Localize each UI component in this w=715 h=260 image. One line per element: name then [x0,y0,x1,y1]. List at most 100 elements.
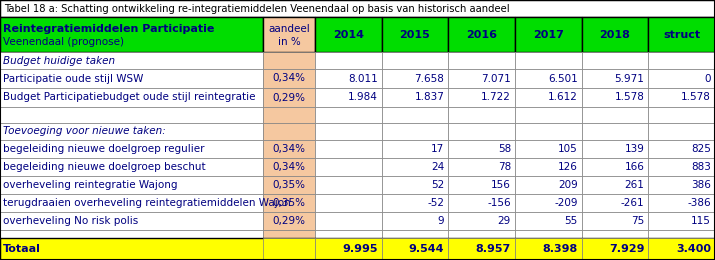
Text: 1.612: 1.612 [548,93,578,102]
Text: 0,34%: 0,34% [272,144,305,154]
Text: 3.400: 3.400 [676,244,711,254]
Bar [382,140,448,158]
Text: overheveling reintegratie Wajong: overheveling reintegratie Wajong [3,180,177,190]
Bar [0,176,263,194]
Bar [382,107,448,123]
Bar [448,230,515,238]
Bar [448,158,515,176]
Bar [649,158,715,176]
Bar [515,17,582,52]
Bar [0,123,263,140]
Text: 0,29%: 0,29% [272,93,305,102]
Text: 8.011: 8.011 [348,74,378,83]
Bar [448,140,515,158]
Text: 17: 17 [431,144,444,154]
Bar [315,176,382,194]
Text: 52: 52 [431,180,444,190]
Bar [382,194,448,212]
Bar [0,52,263,69]
Bar [263,176,315,194]
Bar [649,140,715,158]
Text: 0,34%: 0,34% [272,162,305,172]
Bar [515,238,582,260]
Text: 1.837: 1.837 [415,93,444,102]
Bar [263,123,315,140]
Bar [315,123,382,140]
Text: 9: 9 [438,216,444,226]
Bar [448,212,515,230]
Bar [649,194,715,212]
Text: 29: 29 [498,216,511,226]
Bar [263,158,315,176]
Text: 126: 126 [558,162,578,172]
Text: 825: 825 [691,144,711,154]
Text: 261: 261 [624,180,644,190]
Text: terugdraaien overheveling reintegratiemiddelen Wajon: terugdraaien overheveling reintegratiemi… [3,198,291,208]
Bar [315,17,382,52]
Bar [582,17,649,52]
Bar [263,238,315,260]
Text: 55: 55 [564,216,578,226]
Text: 7.071: 7.071 [481,74,511,83]
Bar [315,69,382,88]
Text: -52: -52 [428,198,444,208]
Bar [582,123,649,140]
Text: 156: 156 [491,180,511,190]
Text: 8.957: 8.957 [475,244,511,254]
Bar [315,158,382,176]
Text: 0,34%: 0,34% [272,74,305,83]
Bar [315,52,382,69]
Bar [448,176,515,194]
Bar [315,107,382,123]
Bar [382,52,448,69]
Text: 139: 139 [624,144,644,154]
Bar [649,69,715,88]
Text: Tabel 18 a: Schatting ontwikkeling re-integratiemiddelen Veenendaal op basis van: Tabel 18 a: Schatting ontwikkeling re-in… [4,3,510,14]
Bar [0,88,263,107]
Bar [315,140,382,158]
Bar [515,194,582,212]
Bar [382,69,448,88]
Bar [0,0,715,17]
Bar [0,194,263,212]
Bar [315,230,382,238]
Text: -386: -386 [687,198,711,208]
Bar [582,52,649,69]
Bar [315,238,382,260]
Bar [582,107,649,123]
Bar [0,238,715,260]
Text: aandeel: aandeel [268,24,310,34]
Text: Budget Participatiebudget oude stijl reintegratie: Budget Participatiebudget oude stijl rei… [3,93,255,102]
Bar [448,88,515,107]
Bar [263,107,315,123]
Bar [448,238,515,260]
Text: 1.984: 1.984 [347,93,378,102]
Bar [582,194,649,212]
Bar [515,107,582,123]
Bar [582,212,649,230]
Bar [448,107,515,123]
Text: struct: struct [663,29,700,40]
Bar [263,212,315,230]
Text: 2017: 2017 [533,29,563,40]
Bar [582,158,649,176]
Bar [382,212,448,230]
Bar [515,212,582,230]
Bar [263,17,315,52]
Bar [0,212,263,230]
Text: 9.995: 9.995 [342,244,378,254]
Bar [649,176,715,194]
Bar [515,69,582,88]
Bar [649,52,715,69]
Text: Reintegratiemiddelen Participatie: Reintegratiemiddelen Participatie [3,24,214,34]
Text: Participatie oude stijl WSW: Participatie oude stijl WSW [3,74,144,83]
Bar [582,230,649,238]
Bar [649,212,715,230]
Bar [0,158,263,176]
Text: 2016: 2016 [466,29,497,40]
Bar [315,194,382,212]
Text: 7.658: 7.658 [415,74,444,83]
Bar [515,158,582,176]
Bar [382,238,448,260]
Text: 0,35%: 0,35% [272,198,305,208]
